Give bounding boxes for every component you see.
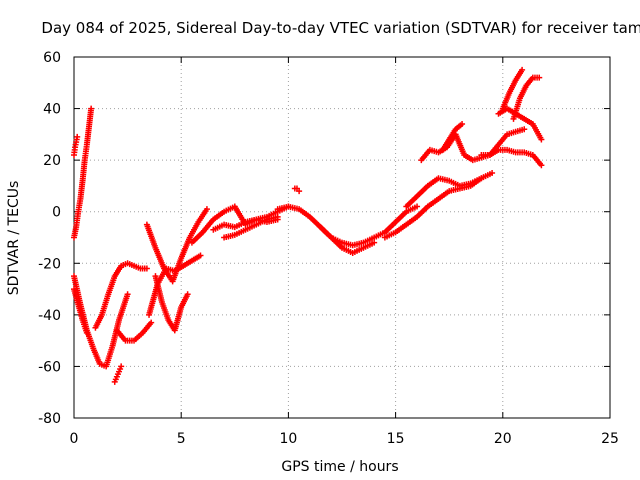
x-tick-label: 20: [494, 431, 512, 447]
data-point: [184, 291, 191, 298]
y-tick-label: 20: [43, 153, 61, 169]
x-tick-label: 15: [387, 431, 405, 447]
data-point: [536, 74, 543, 81]
x-axis-label: GPS time / hours: [281, 459, 398, 475]
data-point: [197, 252, 204, 259]
data-point: [203, 206, 210, 213]
y-tick-label: -20: [38, 256, 61, 272]
y-tick-label: -40: [38, 308, 61, 324]
data-point: [118, 363, 125, 370]
y-tick-label: 60: [43, 50, 61, 66]
data-point: [489, 170, 496, 177]
data-points: [71, 66, 545, 385]
data-point: [521, 126, 528, 133]
data-point: [143, 265, 150, 272]
data-point: [88, 105, 95, 112]
grid: [74, 57, 610, 418]
x-tick-label: 0: [70, 431, 79, 447]
data-point: [83, 329, 90, 336]
data-point: [371, 239, 378, 246]
data-point: [478, 175, 485, 182]
y-axis: -80 -60 -40 -20 0 20 40 60: [38, 50, 610, 427]
data-point: [296, 188, 303, 195]
y-tick-label: 0: [52, 205, 61, 221]
data-point: [538, 162, 545, 169]
data-point: [459, 121, 466, 128]
data-point: [74, 133, 81, 140]
data-point: [414, 203, 421, 210]
data-point: [274, 213, 281, 220]
x-tick-label: 25: [601, 431, 619, 447]
data-point: [519, 66, 526, 73]
y-tick-label: 40: [43, 102, 61, 118]
data-point: [148, 319, 155, 326]
data-point: [538, 136, 545, 143]
chart-title: Day 084 of 2025, Sidereal Day-to-day VTE…: [41, 19, 640, 37]
x-tick-label: 5: [177, 431, 186, 447]
y-tick-label: -80: [38, 411, 61, 427]
data-point: [124, 291, 131, 298]
y-tick-label: -60: [38, 359, 61, 375]
x-tick-label: 10: [279, 431, 297, 447]
x-axis: 0 5 10 15 20 25: [70, 57, 619, 447]
y-axis-label: SDTVAR / TECUs: [6, 181, 22, 296]
